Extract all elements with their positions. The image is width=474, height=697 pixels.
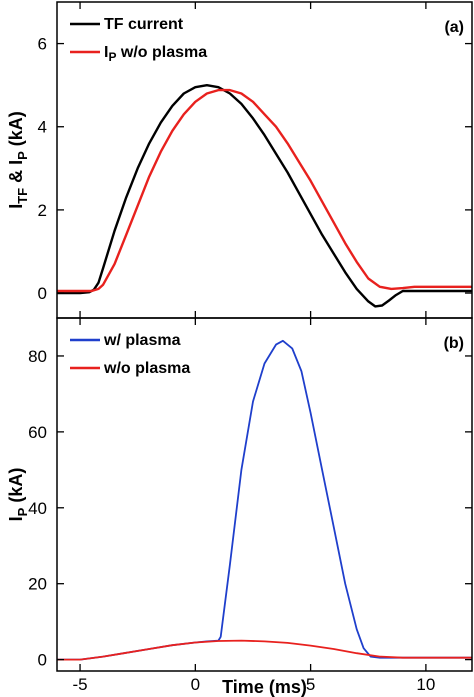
y-tick-label: 6 [38,35,47,54]
panel-b-ylabel-part: (kA) [6,468,26,508]
x-tick-label: 5 [306,675,315,694]
legend-label-tf-current: TF current [104,16,184,33]
panel-a-series [57,84,472,308]
panel-b: 0 20 40 60 80 -5 0 5 10 (b) IP (kA) Time (ms) w/… [6,317,473,697]
legend-label-sub: P [108,50,116,64]
panel-b-label: (b) [444,335,464,352]
panel-b-y-axis-title: IP (kA) [6,468,30,522]
panel-b-ylabel-part: I [6,516,26,521]
y-tick-label: 60 [28,423,47,442]
y-tick-label: 80 [28,347,47,366]
panel-b-legend: w/ plasma w/o plasma [70,332,190,377]
y-tick-label: 0 [38,651,47,670]
series-line-0-0 [57,84,472,308]
x-tick-label: 0 [191,675,200,694]
panel-a-ylabel-part: & I [6,160,26,188]
legend-label-rest: w/o plasma [116,44,207,61]
y-tick-label: 4 [38,118,47,137]
legend-label-without-plasma: w/o plasma [103,360,190,377]
panel-a-ylabel-part: I [6,204,26,209]
panel-b-frame [56,317,473,672]
series-line-0-1 [57,88,472,293]
series-line-1-0 [57,339,472,661]
y-tick-label: 0 [38,284,47,303]
panel-b-ticks: 0 20 40 60 80 -5 0 5 10 [28,318,472,694]
legend-label-with-plasma: w/ plasma [103,332,181,349]
y-tick-label: 20 [28,575,47,594]
panel-a-ylabel-part: (kA) [6,111,26,151]
legend-label-ip-without-plasma: IP w/o plasma [104,44,207,64]
series-line-1-1 [57,639,472,661]
panel-a-label: (a) [444,19,464,36]
panel-a-ylabel-sub: TF [15,188,30,204]
legend-label-main: I [104,44,108,61]
panel-b-series [57,339,472,661]
x-tick-label: -5 [72,675,87,694]
panel-a-y-axis-title: ITF & IP (kA) [6,111,30,209]
panel-b-ylabel-sub: P [15,507,30,516]
y-tick-label: 2 [38,201,47,220]
panel-a-legend: TF current IP w/o plasma [70,16,207,64]
panel-a-ylabel-sub: P [15,151,30,160]
panel-a-ticks: 0 2 4 6 [38,2,472,318]
x-tick-label: 10 [416,675,435,694]
x-axis-title: Time (ms) [222,677,307,697]
y-tick-label: 40 [28,499,47,518]
